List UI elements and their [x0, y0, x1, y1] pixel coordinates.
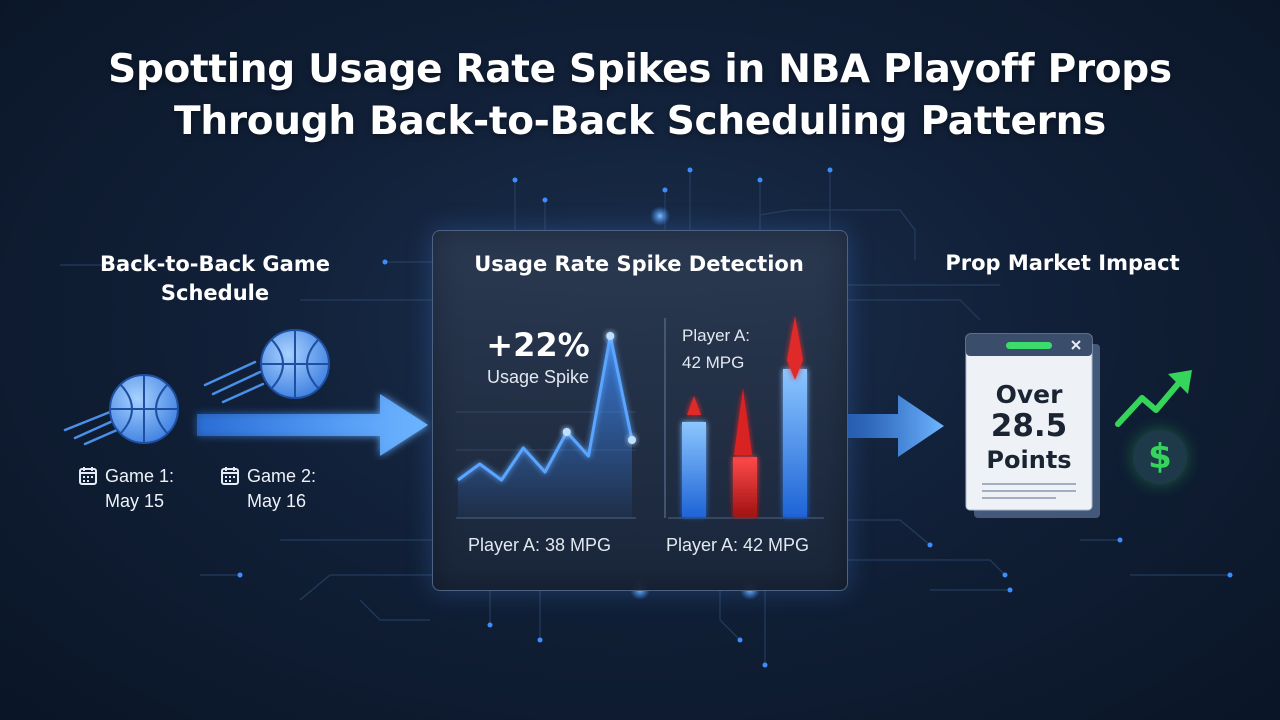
schedule-heading: Back-to-Back Game Schedule: [60, 250, 370, 308]
calendar-icon: [79, 467, 97, 485]
prop-line-2: 28.5: [990, 408, 1068, 444]
prop-heading: Prop Market Impact: [945, 251, 1180, 275]
arrow-right-icon: [848, 395, 944, 457]
arrow-right-icon: [197, 394, 428, 456]
area-series-line: [457, 334, 634, 482]
game-2-number: Game 2:: [247, 466, 317, 486]
game-1-date: May 15: [105, 491, 165, 511]
area-fill: [458, 336, 632, 518]
title-line-2: Through Back-to-Back Scheduling Patterns: [174, 99, 1106, 144]
schedule-graphic: [63, 329, 428, 456]
bar: [783, 369, 807, 517]
spike-value: +22%: [486, 326, 590, 364]
area-point: [628, 436, 636, 444]
spike-marker: [787, 316, 803, 380]
right-chart-caption: Player A: 42 MPG: [666, 535, 810, 555]
game-2-date: May 16: [247, 491, 307, 511]
bar: [682, 422, 706, 517]
player-note-line-2: 42 MPG: [682, 353, 745, 372]
calendar-icon: [221, 467, 239, 485]
area-point: [562, 428, 571, 436]
spike-label: Usage Spike: [486, 367, 590, 387]
left-chart-caption: Player A: 38 MPG: [468, 535, 612, 555]
player-note-line-1: Player A:: [682, 326, 751, 345]
bar-chart: [682, 369, 807, 517]
schedule-heading-line-1: Back-to-Back Game: [100, 252, 330, 276]
game-1-number: Game 1:: [105, 466, 175, 486]
bar: [733, 457, 757, 517]
area-chart: [457, 332, 636, 518]
basketball-icon: [203, 329, 330, 404]
spike-marker: [687, 396, 701, 415]
dollar-symbol: $: [1148, 437, 1172, 477]
basketball-icon: [63, 374, 179, 446]
detection-charts: [456, 316, 824, 519]
close-icon: [1071, 340, 1081, 350]
schedule-heading-line-2: Schedule: [160, 281, 270, 305]
spike-marker: [734, 388, 752, 455]
prop-card: [965, 333, 1100, 518]
prop-line-3: Points: [986, 446, 1072, 474]
dollar-icon: $: [1133, 430, 1187, 484]
page-title: Spotting Usage Rate Spikes in NBA Playof…: [0, 44, 1280, 148]
detection-heading: Usage Rate Spike Detection: [474, 252, 804, 276]
player-note: Player A: 42 MPG: [682, 322, 750, 376]
trend-up-icon: [1115, 370, 1192, 427]
prop-line-1: Over: [995, 380, 1063, 409]
detection-panel: [432, 230, 848, 591]
title-line-1: Spotting Usage Rate Spikes in NBA Playof…: [108, 47, 1172, 92]
area-point: [606, 332, 615, 340]
